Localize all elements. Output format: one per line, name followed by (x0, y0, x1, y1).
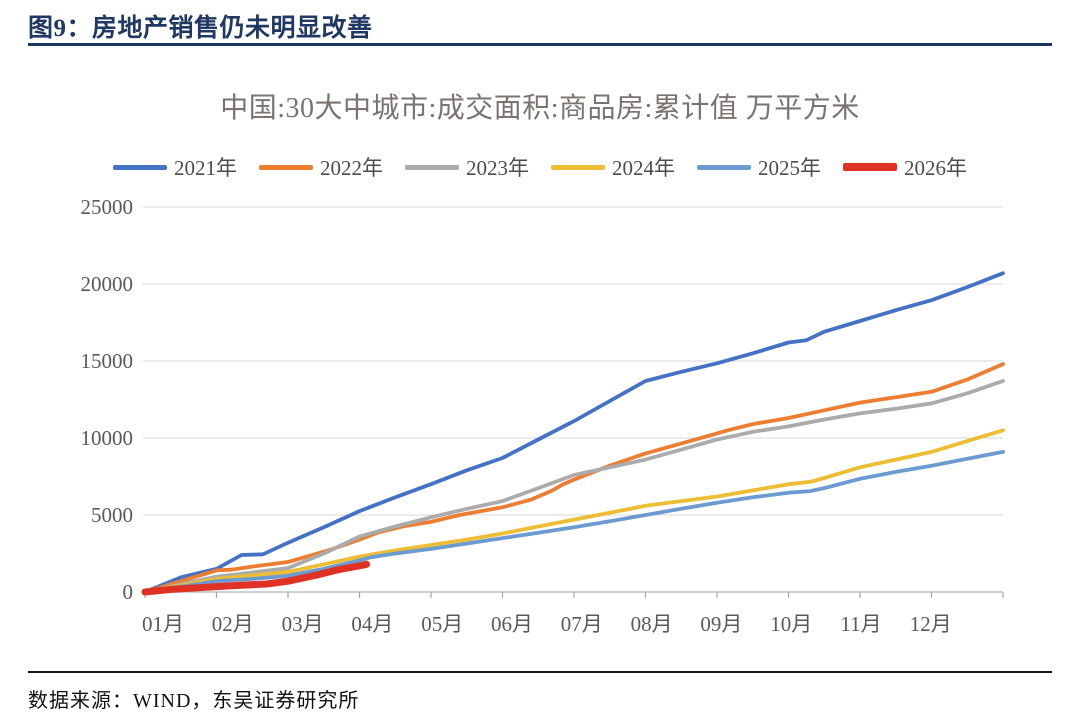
legend-item: 2022年 (259, 152, 383, 182)
x-tick-label: 11月 (840, 612, 882, 636)
x-tick-label: 04月 (351, 612, 394, 636)
x-tick-label: 05月 (421, 612, 464, 636)
y-tick-label: 15000 (80, 349, 134, 373)
legend-label: 2021年 (174, 156, 237, 180)
x-tick-label: 07月 (560, 612, 603, 636)
legend-item: 2021年 (113, 152, 237, 182)
y-tick-label: 25000 (80, 195, 134, 219)
legend-line-swatch (259, 164, 313, 170)
legend-line-swatch (113, 164, 167, 170)
chart-title: 中国:30大中城市:成交面积:商品房:累计值 万平方米 (220, 93, 860, 124)
x-tick-label: 06月 (491, 612, 533, 636)
legend-item: 2024年 (551, 152, 675, 182)
legend-line-swatch (405, 164, 459, 170)
series-line-2024年 (143, 428, 1005, 594)
source-text: 数据来源：WIND，东吴证券研究所 (28, 690, 360, 712)
x-tick-label: 12月 (909, 612, 952, 636)
series-line-2023年 (143, 379, 1005, 594)
chart-legend: 2021年 2022年 2023年 2024年 2025年 2026年 (0, 152, 1080, 182)
legend-label: 2024年 (612, 156, 675, 180)
legend-label: 2026年 (904, 156, 967, 180)
y-tick-label: 10000 (80, 426, 134, 450)
y-tick-label: 5000 (91, 503, 133, 527)
x-tick-label: 01月 (142, 612, 184, 636)
series-line-2025年 (143, 449, 1005, 594)
legend-item: 2023年 (405, 152, 529, 182)
legend-item: 2025年 (697, 152, 821, 182)
figure-title: 图9：房地产销售仍未明显改善 (28, 15, 373, 42)
legend-label: 2023年 (466, 156, 529, 180)
legend-line-swatch (697, 164, 751, 170)
header-divider (28, 43, 1052, 46)
legend-line-swatch (551, 164, 605, 170)
footer-divider (28, 671, 1052, 673)
x-tick-label: 09月 (700, 612, 743, 636)
legend-label: 2022年 (320, 156, 383, 180)
series-line-2022年 (143, 362, 1005, 594)
y-tick-label: 20000 (80, 272, 134, 296)
legend-line-swatch (843, 163, 897, 171)
x-tick-label: 02月 (211, 612, 254, 636)
legend-item: 2026年 (843, 152, 967, 182)
x-tick-label: 08月 (630, 612, 673, 636)
series-line-2026年 (141, 560, 371, 596)
x-tick-label: 03月 (281, 612, 324, 636)
legend-label: 2025年 (758, 156, 821, 180)
y-tick-label: 0 (122, 580, 134, 604)
x-tick-label: 10月 (770, 612, 813, 636)
series-line-2021年 (143, 271, 1005, 594)
